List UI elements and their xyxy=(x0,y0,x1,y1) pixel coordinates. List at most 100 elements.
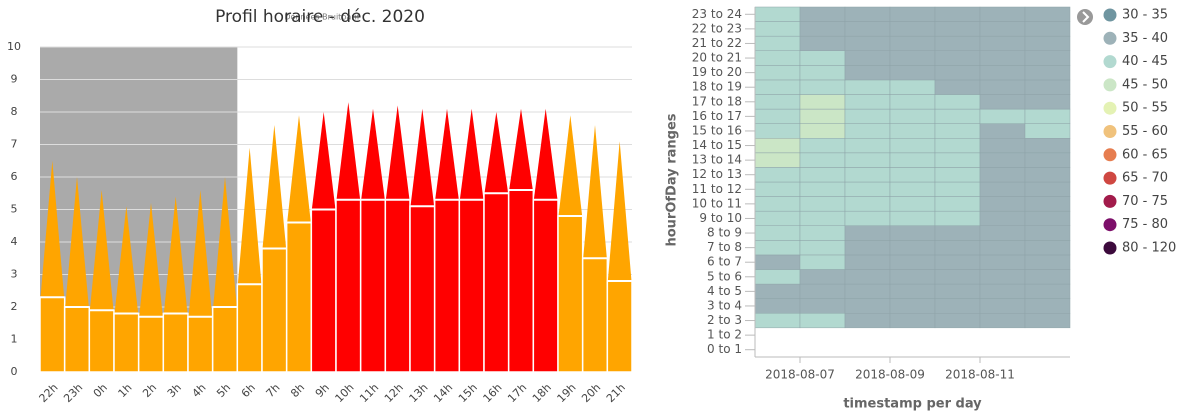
heat-cell xyxy=(889,108,936,124)
y-tick-label: 3 xyxy=(11,268,18,281)
y-tick-label: 21 to 22 xyxy=(692,36,742,50)
bar xyxy=(606,280,633,373)
heat-cell xyxy=(979,108,1026,124)
y-tick-label: 1 xyxy=(11,333,18,346)
heat-cell xyxy=(844,21,891,37)
heat-cell xyxy=(934,35,981,52)
heat-cell xyxy=(1024,196,1071,212)
y-tick-label: 12 to 13 xyxy=(692,167,742,181)
y-tick-label: 13 to 14 xyxy=(692,153,742,167)
legend-swatch xyxy=(1103,148,1117,162)
y-axis-title: hourOfDay ranges xyxy=(665,113,680,246)
heat-cell xyxy=(979,269,1026,285)
y-tick-label: 4 to 5 xyxy=(707,284,742,298)
x-tick-label: 4h xyxy=(189,381,208,400)
heat-cell xyxy=(754,65,801,81)
heat-cell xyxy=(979,21,1026,37)
heat-cell xyxy=(799,79,846,95)
bar xyxy=(335,199,362,373)
bar xyxy=(137,316,165,373)
heat-cell xyxy=(934,108,981,124)
heat-cell xyxy=(934,6,981,22)
x-tick-label: 3h xyxy=(165,381,184,400)
heat-cell xyxy=(844,240,891,256)
heat-cell xyxy=(979,298,1026,314)
x-tick-label: 10h xyxy=(333,381,357,405)
y-tick-label: 5 xyxy=(11,203,18,216)
heat-cell xyxy=(1024,50,1071,66)
heat-cell xyxy=(1024,298,1071,314)
collapse-legend-button[interactable] xyxy=(1077,9,1093,25)
x-tick-label: 9h xyxy=(313,381,332,400)
x-tick-label: 19h xyxy=(555,381,579,405)
heat-cell xyxy=(1024,21,1071,37)
heat-cell xyxy=(889,79,936,95)
x-axis-title: timestamp per day xyxy=(843,397,982,412)
legend-label: 35 - 40 xyxy=(1122,31,1168,46)
heat-cell xyxy=(934,283,981,299)
heat-cell xyxy=(754,196,801,212)
heat-cell xyxy=(934,123,981,139)
heat-cell xyxy=(799,152,846,168)
peak-spike xyxy=(558,115,583,216)
heat-cell xyxy=(1024,94,1071,110)
heat-cell xyxy=(1024,152,1071,168)
y-tick-label: 10 xyxy=(7,40,21,53)
peak-spike xyxy=(583,125,607,259)
heat-cell xyxy=(889,196,936,212)
bar xyxy=(433,199,461,373)
heat-cell xyxy=(844,298,891,314)
heat-cell xyxy=(1024,283,1071,299)
heat-cell xyxy=(754,94,801,110)
heat-cell xyxy=(1024,123,1071,139)
heat-cell xyxy=(844,123,891,139)
heat-cell xyxy=(1024,225,1071,241)
heat-cell xyxy=(979,181,1026,197)
heat-cell xyxy=(934,196,981,212)
legend-label: 30 - 35 xyxy=(1122,8,1168,23)
heat-cell xyxy=(799,35,846,52)
bar xyxy=(162,312,189,373)
bar xyxy=(458,199,485,373)
heat-cell xyxy=(799,108,846,124)
heat-cell xyxy=(889,269,936,285)
heat-cell xyxy=(799,240,846,256)
heat-cell xyxy=(844,138,891,154)
bar xyxy=(557,215,584,373)
x-tick-label: 8h xyxy=(288,381,307,400)
heat-cell xyxy=(889,210,936,227)
heat-cell xyxy=(979,254,1026,270)
heat-cell xyxy=(799,254,846,270)
heat-cell xyxy=(889,167,936,183)
heat-cell xyxy=(844,50,891,66)
heat-cell xyxy=(754,313,801,329)
y-tick-label: 22 to 23 xyxy=(692,21,742,35)
chart-credit: Données Bruitparif xyxy=(284,12,359,22)
heat-cell xyxy=(889,6,936,22)
heat-cell xyxy=(754,21,801,37)
peak-spike xyxy=(361,108,385,200)
y-tick-label: 8 xyxy=(11,105,18,118)
x-tick-label: 16h xyxy=(481,381,505,405)
heat-cell xyxy=(1024,6,1071,22)
heat-cell xyxy=(844,196,891,212)
y-tick-label: 16 to 17 xyxy=(692,109,742,123)
heat-cell xyxy=(934,298,981,314)
heat-cell xyxy=(979,79,1026,95)
bar xyxy=(63,306,91,373)
bar xyxy=(532,199,559,373)
x-tick-label: 7h xyxy=(263,381,282,400)
heat-cell xyxy=(799,167,846,183)
heat-cell xyxy=(889,138,936,154)
peak-spike xyxy=(213,177,237,307)
peak-spike xyxy=(607,141,632,281)
heat-cell xyxy=(979,240,1026,256)
heat-cell xyxy=(934,254,981,270)
heat-cell xyxy=(1024,181,1071,197)
heat-cell xyxy=(844,35,891,52)
peak-spike xyxy=(114,206,139,314)
x-tick-label: 23h xyxy=(61,381,85,405)
x-tick-label: 2018-08-07 xyxy=(765,368,835,382)
heat-cell xyxy=(979,123,1026,139)
x-tick-label: 22h xyxy=(37,381,61,405)
